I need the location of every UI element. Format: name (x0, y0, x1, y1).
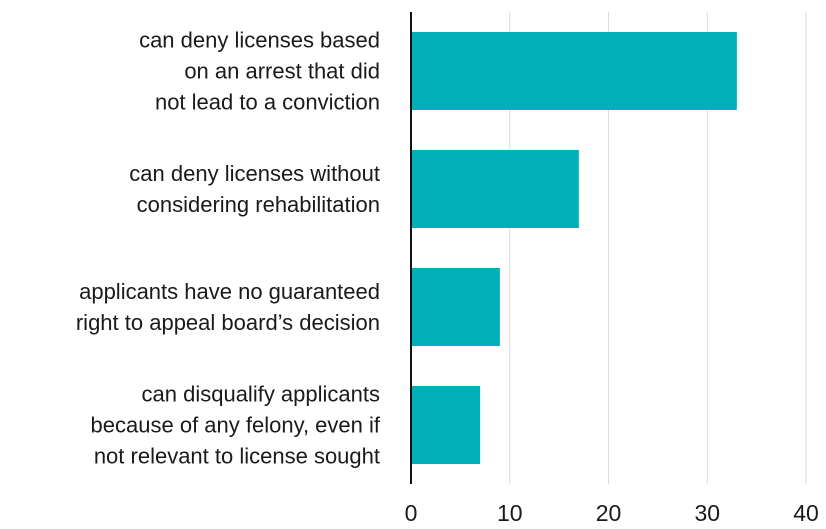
bar (411, 32, 737, 110)
category-label: applicants have no guaranteed right to a… (75, 279, 380, 335)
category-label: can deny licenses without considering re… (129, 161, 380, 217)
category-label: can disqualify applicants because of any… (90, 381, 380, 469)
x-tick-label: 0 (405, 500, 418, 526)
x-tick-label: 20 (596, 500, 622, 526)
bar (411, 386, 481, 464)
category-label: can deny licenses based on an arrest tha… (139, 27, 380, 115)
bar (411, 150, 579, 228)
x-tick-label: 10 (497, 500, 523, 526)
x-tick-label: 30 (694, 500, 720, 526)
bar (411, 268, 500, 346)
x-tick-label: 40 (793, 500, 819, 526)
